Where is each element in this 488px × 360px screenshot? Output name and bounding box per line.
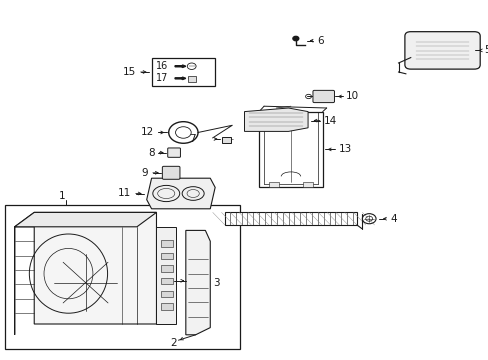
Text: 3: 3	[212, 278, 219, 288]
Text: 17: 17	[155, 73, 167, 83]
Bar	[303, 182, 312, 187]
FancyArrow shape	[175, 77, 185, 80]
Bar	[268, 182, 278, 187]
Bar	[161, 291, 173, 297]
Polygon shape	[15, 212, 156, 227]
Bar	[161, 240, 173, 247]
Bar	[187, 76, 195, 82]
Bar	[161, 278, 173, 284]
FancyBboxPatch shape	[162, 166, 180, 179]
Text: 4: 4	[389, 214, 396, 224]
Bar	[259, 112, 322, 187]
Bar	[161, 253, 173, 259]
Text: 13: 13	[338, 144, 351, 154]
Text: 5: 5	[483, 45, 488, 55]
Bar	[222, 137, 231, 143]
Bar	[161, 303, 173, 310]
FancyBboxPatch shape	[312, 90, 334, 103]
FancyBboxPatch shape	[404, 32, 479, 69]
Text: 12: 12	[141, 127, 154, 138]
FancyArrow shape	[175, 65, 185, 67]
Text: 1: 1	[59, 191, 66, 201]
Text: 9: 9	[141, 168, 148, 178]
Polygon shape	[156, 227, 176, 324]
Text: 16: 16	[155, 61, 167, 71]
FancyBboxPatch shape	[167, 148, 180, 157]
Text: 11: 11	[118, 189, 131, 198]
Text: 6: 6	[316, 36, 323, 46]
Bar	[224, 212, 356, 225]
Bar	[5, 205, 239, 349]
Polygon shape	[185, 230, 210, 335]
Text: 2: 2	[170, 338, 177, 348]
Text: 10: 10	[346, 91, 359, 102]
Bar	[161, 265, 173, 272]
Polygon shape	[244, 108, 307, 131]
Polygon shape	[146, 178, 215, 209]
Text: 15: 15	[122, 67, 136, 77]
Polygon shape	[15, 212, 156, 335]
Text: 7: 7	[188, 134, 195, 144]
Circle shape	[292, 36, 298, 41]
Text: 14: 14	[324, 116, 337, 126]
Text: 8: 8	[148, 148, 155, 158]
Bar	[151, 58, 215, 86]
